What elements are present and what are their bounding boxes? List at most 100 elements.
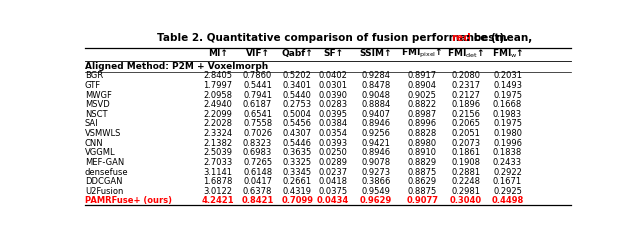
Text: 0.0418: 0.0418 [319, 177, 348, 186]
Text: 0.1908: 0.1908 [451, 158, 481, 167]
Text: 0.1493: 0.1493 [493, 81, 522, 90]
Text: 0.0384: 0.0384 [318, 120, 348, 128]
Text: 0.0250: 0.0250 [319, 148, 348, 157]
Text: 0.2317: 0.2317 [451, 81, 481, 90]
Text: 0.1996: 0.1996 [493, 139, 522, 148]
Text: 0.8917: 0.8917 [408, 72, 437, 80]
Text: Aligned Method: P2M + Voxelmorph: Aligned Method: P2M + Voxelmorph [85, 62, 268, 71]
Text: 0.0289: 0.0289 [319, 158, 348, 167]
Text: FMI$_{\rm w}$↑: FMI$_{\rm w}$↑ [492, 48, 524, 60]
Text: 0.2433: 0.2433 [493, 158, 522, 167]
Text: 0.8987: 0.8987 [408, 110, 437, 119]
Text: 0.6378: 0.6378 [243, 187, 272, 196]
Text: MEF-GAN: MEF-GAN [85, 158, 124, 167]
Text: 0.8875: 0.8875 [408, 168, 437, 177]
Text: Table 2. Quantitative comparison of fusion performance (mean,: Table 2. Quantitative comparison of fusi… [157, 33, 536, 43]
Text: 0.2051: 0.2051 [451, 129, 481, 138]
Text: 0.8822: 0.8822 [408, 100, 437, 109]
Text: 0.8828: 0.8828 [408, 129, 437, 138]
Text: 0.7558: 0.7558 [243, 120, 272, 128]
Text: 0.1668: 0.1668 [493, 100, 522, 109]
Text: 2.2099: 2.2099 [204, 110, 232, 119]
Text: 0.5456: 0.5456 [283, 120, 312, 128]
Text: 0.0395: 0.0395 [319, 110, 348, 119]
Text: 0.3325: 0.3325 [283, 158, 312, 167]
Text: 0.9549: 0.9549 [362, 187, 390, 196]
Text: 0.8421: 0.8421 [241, 196, 274, 205]
Text: VGGML: VGGML [85, 148, 116, 157]
Text: 0.1838: 0.1838 [493, 148, 522, 157]
Text: 0.3345: 0.3345 [283, 168, 312, 177]
Text: 0.6541: 0.6541 [243, 110, 272, 119]
Text: FMI$_{\rm det}$↑: FMI$_{\rm det}$↑ [447, 48, 484, 60]
Text: 0.0393: 0.0393 [318, 139, 348, 148]
Text: SF↑: SF↑ [323, 49, 343, 58]
Text: 1.6878: 1.6878 [204, 177, 232, 186]
Text: 0.0434: 0.0434 [317, 196, 349, 205]
Text: 0.2248: 0.2248 [451, 177, 481, 186]
Text: : best).: : best). [466, 33, 508, 43]
Text: 0.2073: 0.2073 [451, 139, 481, 148]
Text: 0.1861: 0.1861 [451, 148, 481, 157]
Text: 0.9284: 0.9284 [362, 72, 390, 80]
Text: 0.2881: 0.2881 [451, 168, 481, 177]
Text: 3.0122: 3.0122 [204, 187, 232, 196]
Text: 0.9421: 0.9421 [362, 139, 390, 148]
Text: 0.9048: 0.9048 [362, 91, 390, 100]
Text: 0.3866: 0.3866 [362, 177, 391, 186]
Text: Qabf↑: Qabf↑ [282, 49, 313, 58]
Text: 0.7026: 0.7026 [243, 129, 272, 138]
Text: 0.8946: 0.8946 [362, 148, 390, 157]
Text: 0.6187: 0.6187 [243, 100, 272, 109]
Text: 0.8875: 0.8875 [408, 187, 437, 196]
Text: 0.8980: 0.8980 [408, 139, 437, 148]
Text: 0.2127: 0.2127 [451, 91, 481, 100]
Text: 2.5039: 2.5039 [204, 148, 232, 157]
Text: 0.5004: 0.5004 [283, 110, 312, 119]
Text: 0.1983: 0.1983 [493, 110, 522, 119]
Text: 0.1975: 0.1975 [493, 120, 522, 128]
Text: VIF↑: VIF↑ [246, 49, 269, 58]
Text: 0.8323: 0.8323 [243, 139, 272, 148]
Text: 0.8904: 0.8904 [408, 81, 436, 90]
Text: 2.7033: 2.7033 [204, 158, 232, 167]
Text: 0.5446: 0.5446 [283, 139, 312, 148]
Text: 0.1980: 0.1980 [493, 129, 522, 138]
Text: densefuse: densefuse [85, 168, 129, 177]
Text: 2.0958: 2.0958 [204, 91, 232, 100]
Text: 0.8629: 0.8629 [408, 177, 437, 186]
Text: SAI: SAI [85, 120, 99, 128]
Text: 0.2031: 0.2031 [493, 72, 522, 80]
Text: 2.2028: 2.2028 [204, 120, 232, 128]
Text: 0.9629: 0.9629 [360, 196, 392, 205]
Text: DDCGAN: DDCGAN [85, 177, 122, 186]
Text: 0.5440: 0.5440 [283, 91, 312, 100]
Text: 0.2661: 0.2661 [283, 177, 312, 186]
Text: 0.9407: 0.9407 [362, 110, 390, 119]
Text: 0.7099: 0.7099 [281, 196, 313, 205]
Text: 0.2922: 0.2922 [493, 168, 522, 177]
Text: 0.2156: 0.2156 [451, 110, 481, 119]
Text: 0.0283: 0.0283 [318, 100, 348, 109]
Text: BGR: BGR [85, 72, 103, 80]
Text: 4.2421: 4.2421 [202, 196, 234, 205]
Text: 0.1671: 0.1671 [493, 177, 522, 186]
Text: red: red [451, 33, 470, 43]
Text: 0.4498: 0.4498 [492, 196, 524, 205]
Text: MWGF: MWGF [85, 91, 112, 100]
Text: GTF: GTF [85, 81, 101, 90]
Text: 3.1141: 3.1141 [204, 168, 232, 177]
Text: 0.0417: 0.0417 [243, 177, 272, 186]
Text: 0.2080: 0.2080 [451, 72, 481, 80]
Text: NSCT: NSCT [85, 110, 108, 119]
Text: 0.6983: 0.6983 [243, 148, 272, 157]
Text: 0.4307: 0.4307 [283, 129, 312, 138]
Text: 0.0375: 0.0375 [318, 187, 348, 196]
Text: 2.8405: 2.8405 [204, 72, 232, 80]
Text: 0.9078: 0.9078 [362, 158, 390, 167]
Text: 0.2753: 0.2753 [283, 100, 312, 109]
Text: 0.6148: 0.6148 [243, 168, 272, 177]
Text: SSIM↑: SSIM↑ [360, 49, 392, 58]
Text: 2.3324: 2.3324 [204, 129, 232, 138]
Text: 0.5441: 0.5441 [243, 81, 272, 90]
